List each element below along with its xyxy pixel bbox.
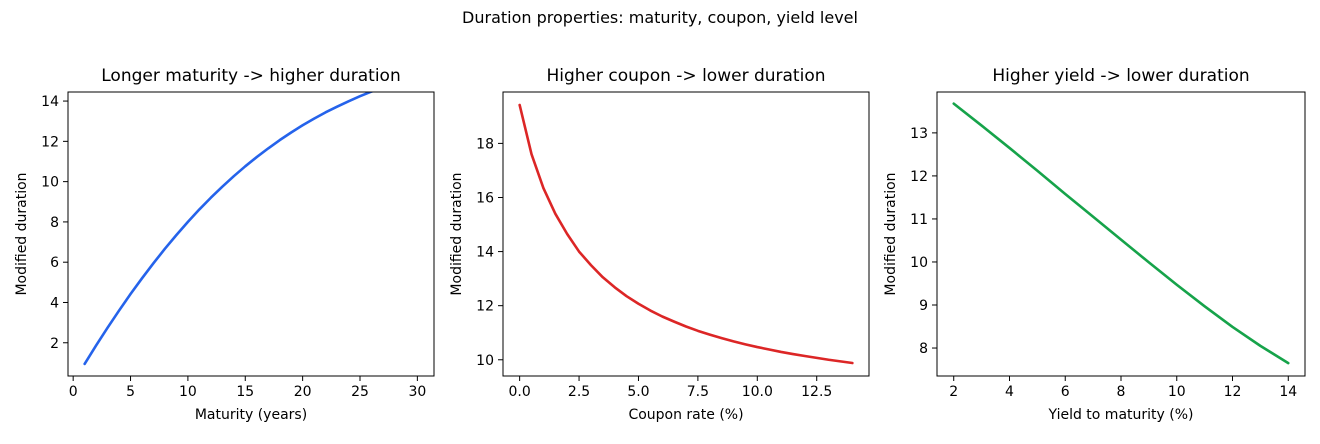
x-tick-label: 30 <box>408 384 426 400</box>
axes-frame <box>502 91 870 377</box>
y-tick-label: 16 <box>476 190 494 206</box>
x-tick-label: 2.5 <box>568 384 590 400</box>
x-tick-label: 15 <box>236 384 254 400</box>
x-tick-label: 6 <box>1061 384 1070 400</box>
x-tick-label: 10 <box>179 384 197 400</box>
x-tick-label: 5.0 <box>627 384 649 400</box>
y-tick-label: 11 <box>910 212 928 228</box>
y-tick-label: 8 <box>50 215 59 231</box>
subplot-3: 2 4 6 8 10 12 14 8 9 10 11 12 13 Higher yield -> lowe… <box>883 66 1306 423</box>
x-tick-label: 2 <box>949 384 958 400</box>
y-tick-label: 10 <box>910 255 928 271</box>
subplot-1: 0 5 10 15 20 25 30 2 4 6 8 10 12 14 Longer maturity ->… <box>14 66 435 423</box>
x-tick-label: 14 <box>1279 384 1297 400</box>
x-tick-label: 0.0 <box>509 384 531 400</box>
axes-frame <box>67 91 435 377</box>
x-tick-label: 5 <box>126 384 135 400</box>
y-tick-label: 6 <box>50 255 59 271</box>
x-tick-label: 12.5 <box>801 384 832 400</box>
series-line-1 <box>83 92 375 366</box>
y-axis-label: Modified duration <box>883 172 899 295</box>
y-tick-label: 8 <box>919 341 928 357</box>
x-tick-label: 7.5 <box>687 384 709 400</box>
y-tick-label: 9 <box>919 298 928 314</box>
series-line-1 <box>518 103 854 365</box>
y-tick-label: 10 <box>41 175 59 191</box>
x-tick-label: 10 <box>1168 384 1186 400</box>
figure-suptitle: Duration properties: maturity, coupon, y… <box>462 8 858 27</box>
x-tick-label: 20 <box>294 384 312 400</box>
y-tick-label: 14 <box>41 94 59 110</box>
y-tick-label: 12 <box>910 169 928 185</box>
subplot-title: Higher yield -> lower duration <box>992 66 1249 86</box>
x-axis-label: Coupon rate (%) <box>628 407 743 423</box>
y-tick-label: 10 <box>476 353 494 369</box>
x-tick-label: 0 <box>69 384 78 400</box>
x-tick-label: 10.0 <box>742 384 773 400</box>
y-axis-label: Modified duration <box>449 172 465 295</box>
y-tick-label: 2 <box>50 336 59 352</box>
subplot-title: Higher coupon -> lower duration <box>546 66 825 86</box>
x-tick-label: 8 <box>1117 384 1126 400</box>
x-tick-label: 4 <box>1005 384 1014 400</box>
x-axis-label: Yield to maturity (%) <box>1048 407 1194 423</box>
y-tick-label: 13 <box>910 126 928 142</box>
x-tick-label: 12 <box>1224 384 1242 400</box>
x-axis-label: Maturity (years) <box>195 407 307 423</box>
subplot-2: 0.0 2.5 5.0 7.5 10.0 12.5 10 12 14 16 18 Higher cou… <box>449 66 870 423</box>
y-tick-label: 4 <box>50 295 59 311</box>
y-tick-label: 12 <box>476 299 494 315</box>
x-tick-label: 25 <box>351 384 369 400</box>
y-tick-label: 18 <box>476 136 494 152</box>
subplot-title: Longer maturity -> higher duration <box>101 66 400 86</box>
y-tick-label: 14 <box>476 245 494 261</box>
y-axis-label: Modified duration <box>14 172 30 295</box>
series-line-1 <box>952 102 1290 365</box>
y-tick-label: 12 <box>41 134 59 150</box>
